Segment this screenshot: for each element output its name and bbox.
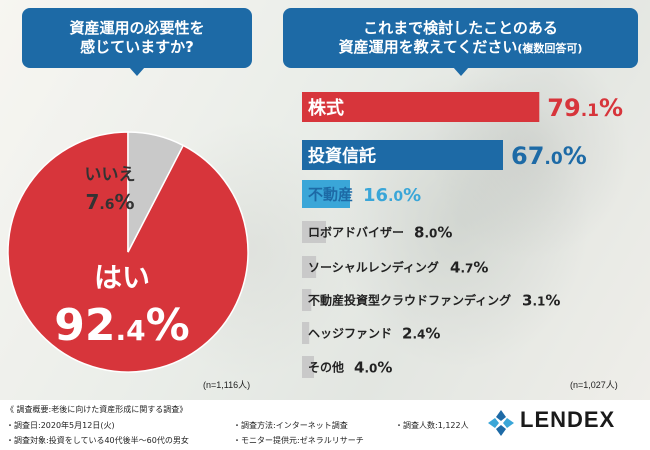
bar-chart-title: これまで検討したことのある 資産運用を教えてください(複数回答可) xyxy=(283,8,638,76)
bar-label-0: 株式 xyxy=(308,97,344,119)
bar-value-6: 2.4% xyxy=(402,325,440,343)
pie-title-line2: 感じていますか? xyxy=(80,38,194,56)
survey-heading: 《 調査概要:老後に向けた資産形成に関する調査》 xyxy=(6,405,188,414)
bar-7 xyxy=(302,356,314,378)
bar-value-7: 4.0% xyxy=(354,359,392,377)
survey-target: ・調査対象:投資をしている40代後半〜60代の男女 xyxy=(6,436,189,445)
bar-value-5: 3.1% xyxy=(522,292,560,310)
bar-1 xyxy=(302,140,503,170)
bar-3 xyxy=(302,221,326,243)
bar-value-2: 16.0% xyxy=(363,185,421,206)
pie-label-yes: はい xyxy=(94,261,150,294)
survey-count: ・調査人数:1,122人 xyxy=(395,421,469,430)
survey-footer xyxy=(0,400,650,450)
survey-method: ・調査方法:インターネット調査 xyxy=(233,421,348,430)
bar-value-4: 4.7% xyxy=(450,259,488,277)
pie-sample-size: (n=1,116人) xyxy=(203,380,251,390)
survey-provider: ・モニター提供元:ゼネラルリサーチ xyxy=(233,436,364,445)
bar-label-3: ロボアドバイザー xyxy=(308,225,404,240)
bar-value-0: 79.1% xyxy=(547,94,623,122)
bar-value-1: 67.0% xyxy=(511,142,587,170)
bar-2 xyxy=(302,180,350,208)
pie-value-yes: 92.4% xyxy=(54,300,189,351)
bar-0 xyxy=(302,92,540,122)
pie-slice-no xyxy=(127,131,185,253)
title-pointer xyxy=(129,67,145,76)
bar-label-4: ソーシャルレンディング xyxy=(308,260,439,275)
bar-title-line1: これまで検討したことのある xyxy=(363,19,558,38)
lendex-logo-icon xyxy=(488,410,514,436)
title-pointer xyxy=(452,67,469,76)
pie-label-no: いいえ xyxy=(85,165,136,185)
bar-label-5: 不動産投資型クラウドファンディング xyxy=(308,293,511,308)
bar-6 xyxy=(302,322,310,344)
survey-date: ・調査日:2020年5月12日(火) xyxy=(6,421,115,430)
lendex-logo-text: LENDEX xyxy=(520,407,616,432)
bar-chart: 株式 79.1% 投資信託 67.0% 不動産 16.0% ロボアドバイザー 8.0% ソーシャ… xyxy=(302,92,623,378)
pie-title-line1: 資産運用の必要性を xyxy=(69,19,205,38)
pie-chart: いいえ 7.6% はい 92.4% xyxy=(7,131,249,373)
pie-chart-title: 資産運用の必要性を 感じていますか? xyxy=(22,8,252,76)
bar-label-7: その他 xyxy=(308,360,344,375)
bar-title-note: (複数回答可) xyxy=(517,42,583,55)
bar-label-2: 不動産 xyxy=(308,186,353,204)
bar-4 xyxy=(302,256,317,278)
bar-value-3: 8.0% xyxy=(414,224,452,242)
bar-label-6: ヘッジファンド xyxy=(308,327,392,341)
bar-5 xyxy=(302,289,312,311)
bar-title-main: 資産運用を教えてください xyxy=(338,38,518,56)
bar-sample-size: (n=1,027人) xyxy=(570,380,618,390)
pie-value-no: 7.6% xyxy=(85,190,134,214)
bar-title-line2: 資産運用を教えてください(複数回答可) xyxy=(339,38,583,57)
bar-label-1: 投資信託 xyxy=(308,145,376,166)
